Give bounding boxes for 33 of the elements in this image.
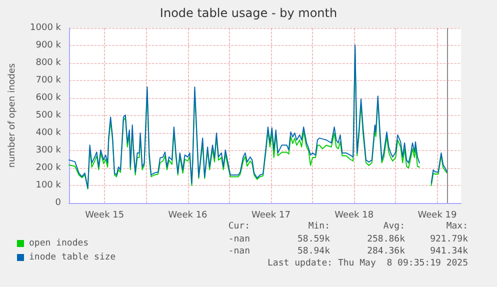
y-tick-label: 400 k [36, 128, 62, 138]
text: Min: [308, 222, 330, 232]
x-tick-label: Week 19 [418, 210, 457, 220]
text: Last update: Thu May 8 09:35:19 2025 [268, 258, 468, 268]
text: Max: [446, 222, 468, 232]
text: 941.34k [430, 246, 469, 256]
y-tick-label: 600 k [36, 93, 62, 103]
text: 58.59k [297, 234, 331, 244]
y-axis-title: number of open inodes [8, 62, 18, 168]
legend-label: open inodes [29, 238, 89, 248]
y-tick-label: 700 k [36, 76, 62, 86]
x-tick-label: Week 15 [85, 210, 124, 220]
x-tick-label: Week 16 [168, 210, 208, 220]
x-tick-label: Week 17 [251, 210, 290, 220]
text: 58.94k [297, 246, 331, 256]
text: Avg: [383, 222, 405, 232]
y-tick-label: 800 k [36, 58, 62, 68]
text: Cur: [228, 222, 250, 232]
y-tick-label: 300 k [36, 146, 62, 156]
text: 258.86k [367, 234, 406, 244]
y-tick-label: 1000 k [30, 23, 62, 33]
y-tick-label: 200 k [36, 163, 62, 173]
x-tick-label: Week 18 [334, 210, 374, 220]
y-tick-label: 500 k [36, 110, 62, 120]
text: 921.79k [430, 234, 469, 244]
y-tick-label: 0 [55, 198, 62, 208]
legend-label: inode table size [29, 252, 116, 262]
y-tick-label: 100 k [36, 180, 62, 190]
y-tick-label: 900 k [36, 40, 62, 50]
text: 284.36k [367, 246, 406, 256]
chart-title: Inode table usage - by month [160, 6, 338, 20]
text: -nan [228, 246, 250, 256]
text: -nan [228, 234, 250, 244]
